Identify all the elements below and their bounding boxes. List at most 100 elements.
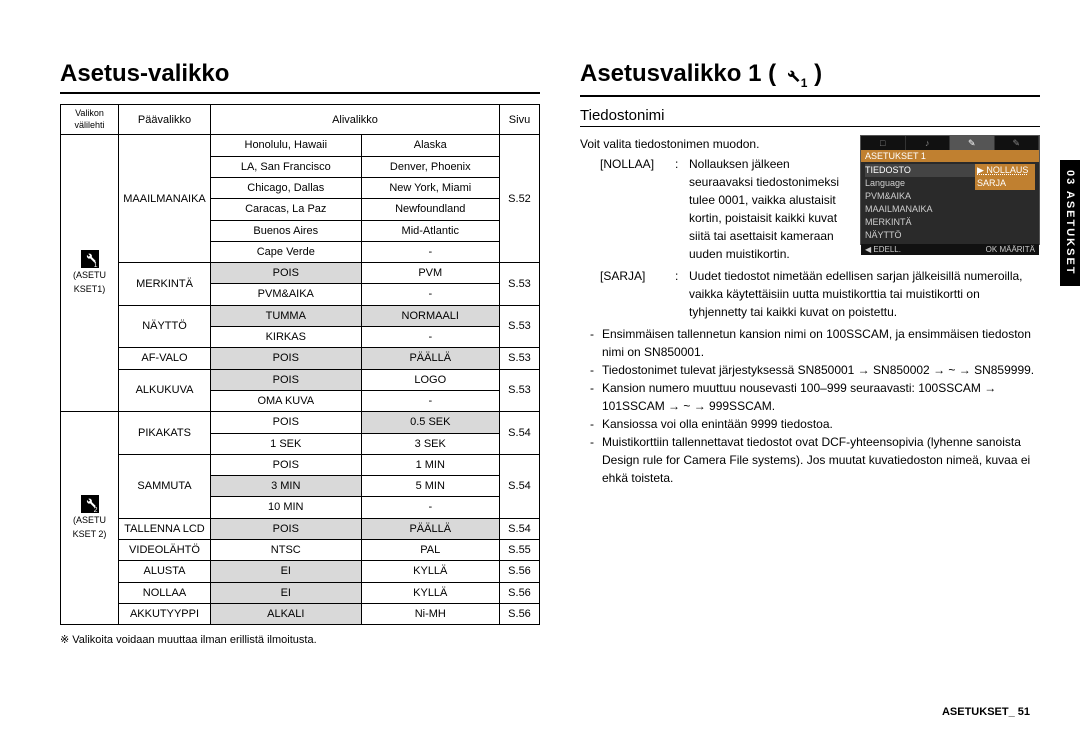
wrench-icon <box>783 63 801 91</box>
page: S.53 <box>500 348 540 369</box>
left-footnote: ※ Valikoita voidaan muuttaa ilman erilli… <box>60 633 540 646</box>
row-akku-label: AKKUTYYPPI <box>119 603 211 624</box>
cell: PÄÄLLÄ <box>361 518 499 539</box>
cell: Honolulu, Hawaii <box>211 135 362 156</box>
lcd-tab-icon: □ <box>861 136 906 150</box>
row-naytto-label: NÄYTTÖ <box>119 305 211 348</box>
page: S.54 <box>500 412 540 455</box>
row-maailmanaika-label: MAAILMANAIKA <box>119 135 211 263</box>
cell: POIS <box>211 263 362 284</box>
wrench-icon: 2 <box>81 495 99 513</box>
cell: - <box>361 497 499 518</box>
lcd-title: ASETUKSET 1 <box>861 150 1039 162</box>
cell: Mid-Atlantic <box>361 220 499 241</box>
row-nollaa-label: NOLLAA <box>119 582 211 603</box>
row-videolahto-label: VIDEOLÄHTÖ <box>119 540 211 561</box>
page: S.54 <box>500 518 540 539</box>
left-heading: Asetus-valikko <box>60 60 540 94</box>
row-afvalo-label: AF-VALO <box>119 348 211 369</box>
right-subheading: Tiedostonimi <box>580 107 1040 127</box>
bullet-3: Kansion numero muuttuu nousevasti 100–99… <box>602 379 1040 415</box>
page: S.54 <box>500 454 540 518</box>
row-pikakats-label: PIKAKATS <box>119 412 211 455</box>
cell: Alaska <box>361 135 499 156</box>
lcd-row: MERKINTÄ <box>861 216 1039 229</box>
th-main: Päävalikko <box>119 105 211 135</box>
cell: New York, Miami <box>361 177 499 198</box>
cell: POIS <box>211 369 362 390</box>
th-sub: Alivalikko <box>211 105 500 135</box>
lcd-row: LanguageSARJA <box>861 177 1039 190</box>
cell: - <box>361 284 499 305</box>
cell: - <box>361 241 499 262</box>
lcd-foot-right: OK MÄÄRITÄ <box>950 245 1035 254</box>
section-side-tab: 03 ASETUKSET <box>1060 160 1080 286</box>
cell: Chicago, Dallas <box>211 177 362 198</box>
page: S.56 <box>500 561 540 582</box>
lcd-row: NÄYTTÖ <box>861 229 1039 242</box>
cell: PÄÄLLÄ <box>361 348 499 369</box>
th-page: Sivu <box>500 105 540 135</box>
cell: - <box>361 327 499 348</box>
page-footer: ASETUKSET_ 51 <box>942 706 1030 718</box>
cell: PVM&AIKA <box>211 284 362 305</box>
lcd-foot-left: ◀ EDELL. <box>865 245 950 254</box>
lcd-row: TIEDOSTO▶ NOLLAUS <box>861 164 1039 177</box>
row-sammuta-label: SAMMUTA <box>119 454 211 518</box>
cell: OMA KUVA <box>211 390 362 411</box>
cell: Cape Verde <box>211 241 362 262</box>
page: S.55 <box>500 540 540 561</box>
cell: Ni-MH <box>361 603 499 624</box>
camera-lcd-preview: □ ♪ ✎ ✎ ASETUKSET 1 TIEDOSTO▶ NOLLAUS La… <box>860 135 1040 245</box>
cell: Newfoundland <box>361 199 499 220</box>
cell: PVM <box>361 263 499 284</box>
page: S.53 <box>500 263 540 306</box>
def-term: [NOLLAA] <box>600 155 675 263</box>
cell: Buenos Aires <box>211 220 362 241</box>
page: S.53 <box>500 305 540 348</box>
bullet-5: Muistikorttiin tallennettavat tiedostot … <box>602 433 1040 487</box>
bullet-4: Kansiossa voi olla enintään 9999 tiedost… <box>602 415 1040 433</box>
cell: 5 MIN <box>361 476 499 497</box>
tab2-label: (ASETU KSET 2) <box>73 515 107 539</box>
lcd-tab-icon: ♪ <box>906 136 951 150</box>
lcd-top-tabs: □ ♪ ✎ ✎ <box>861 136 1039 150</box>
lcd-footer: ◀ EDELL. OK MÄÄRITÄ <box>861 244 1039 255</box>
cell: 3 SEK <box>361 433 499 454</box>
page: S.53 <box>500 369 540 412</box>
cell: 1 MIN <box>361 454 499 475</box>
cell: NTSC <box>211 540 362 561</box>
left-column: Asetus-valikko Valikon välilehti Päävali… <box>60 60 540 646</box>
cell: POIS <box>211 518 362 539</box>
cell: Caracas, La Paz <box>211 199 362 220</box>
lcd-tab-icon: ✎ <box>995 136 1040 150</box>
bullet-2: Tiedostonimet tulevat järjestyksessä SN8… <box>602 361 1040 379</box>
cell: NORMAALI <box>361 305 499 326</box>
cell: TUMMA <box>211 305 362 326</box>
right-heading: Asetusvalikko 1 ( 1 ) <box>580 60 1040 97</box>
th-tab: Valikon välilehti <box>61 105 119 135</box>
cell: POIS <box>211 348 362 369</box>
page: S.56 <box>500 582 540 603</box>
row-merkinta-label: MERKINTÄ <box>119 263 211 306</box>
cell: EI <box>211 561 362 582</box>
def-text: Nollauksen jälkeen seuraavaksi tiedoston… <box>689 155 852 263</box>
cell: EI <box>211 582 362 603</box>
bullet-1: Ensimmäisen tallennetun kansion nimi on … <box>602 325 1040 361</box>
lcd-tab-icon: ✎ <box>950 136 995 150</box>
row-tallenna-label: TALLENNA LCD <box>119 518 211 539</box>
cell: Denver, Phoenix <box>361 156 499 177</box>
right-heading-text: Asetusvalikko 1 ( <box>580 60 783 87</box>
cell: LOGO <box>361 369 499 390</box>
tab1-label: (ASETU KSET1) <box>73 270 106 294</box>
cell: KIRKAS <box>211 327 362 348</box>
right-column: Asetusvalikko 1 ( 1 ) Tiedostonimi □ ♪ ✎… <box>580 60 1040 646</box>
cell: 1 SEK <box>211 433 362 454</box>
row-alusta-label: ALUSTA <box>119 561 211 582</box>
cell: 0.5 SEK <box>361 412 499 433</box>
cell: LA, San Francisco <box>211 156 362 177</box>
settings-table: Valikon välilehti Päävalikko Alivalikko … <box>60 104 540 625</box>
row-alkukuva-label: ALKUKUVA <box>119 369 211 412</box>
tab-cell-1: 1 (ASETU KSET1) <box>61 135 119 412</box>
tab-cell-2: 2 (ASETU KSET 2) <box>61 412 119 625</box>
